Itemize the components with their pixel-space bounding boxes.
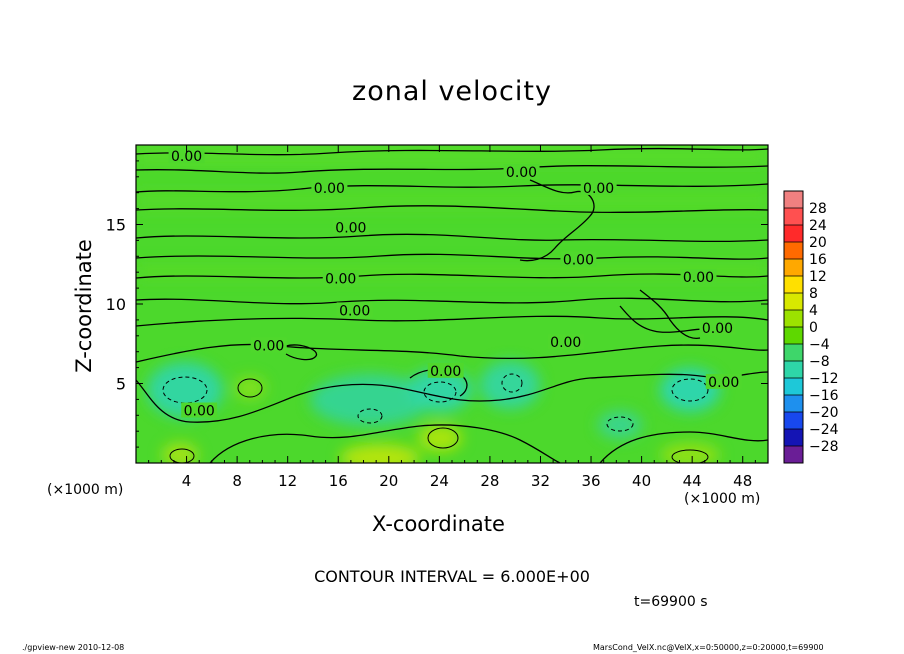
x-tick-label: 20 <box>379 472 398 490</box>
time-stamp: t=69900 s <box>634 594 708 610</box>
field-shading <box>136 148 768 463</box>
contour-label: 0.00 <box>339 303 370 319</box>
contour-lines <box>136 147 768 463</box>
y-tick-label: 10 <box>106 295 126 314</box>
colorbar-swatch <box>784 378 803 396</box>
colorbar-label: 0 <box>809 320 818 336</box>
colorbar-swatch <box>784 225 803 243</box>
colorbar-label: −8 <box>809 354 830 370</box>
colorbar-swatch <box>784 276 803 294</box>
x-tick-label: 8 <box>232 472 242 490</box>
contour-label: 0.00 <box>314 181 345 197</box>
colorbar-swatch <box>784 344 803 362</box>
y-tick-label: 15 <box>106 216 126 235</box>
x-tick-label: 24 <box>430 472 449 490</box>
contour-label-bg <box>580 179 617 195</box>
colorbar-label: −16 <box>809 388 839 404</box>
chart-title: zonal velocity <box>352 76 552 107</box>
colorbar-label: −20 <box>809 405 839 421</box>
positive-contours <box>169 378 709 463</box>
contour-label: 0.00 <box>550 335 581 351</box>
contour-label: 0.00 <box>683 270 714 286</box>
contour-label-bg <box>322 270 359 286</box>
colorbar-swatch <box>784 208 803 226</box>
contour-label: 0.00 <box>702 321 733 337</box>
contour-label-bg <box>699 319 736 335</box>
colorbar-label: 20 <box>809 235 827 251</box>
colorbar-label: 12 <box>809 269 827 285</box>
colorbar-label: 4 <box>809 303 818 319</box>
contour-label-bg <box>427 362 464 378</box>
contour-label: 0.00 <box>171 149 202 165</box>
x-tick-label: 36 <box>581 472 600 490</box>
colorbar-swatch <box>784 310 803 328</box>
contour-label: 0.00 <box>563 252 594 268</box>
x-unit-right: (×1000 m) <box>684 491 761 507</box>
colorbar-swatch <box>784 412 803 430</box>
footer-source: MarsCond_VelX.nc@VelX,x=0:50000,z=0:2000… <box>593 643 824 652</box>
contour-label-bg <box>503 164 540 180</box>
colorbar-label: −12 <box>809 371 839 387</box>
colorbar-label: −28 <box>809 439 839 455</box>
contour-label: 0.00 <box>325 272 356 288</box>
contour-label: 0.00 <box>184 404 215 420</box>
x-tick-label: 40 <box>632 472 651 490</box>
contour-label-bg <box>311 179 348 195</box>
x-tick-label: 16 <box>329 472 348 490</box>
x-axis-label: X-coordinate <box>372 512 505 536</box>
colorbar-swatch <box>784 395 803 413</box>
contour-label: 0.00 <box>506 165 537 181</box>
contour-label-bg <box>168 148 205 164</box>
x-tick-label: 32 <box>531 472 550 490</box>
colorbar-swatch <box>784 191 803 209</box>
contour-label-bg <box>181 402 218 418</box>
contour-label-bg <box>250 337 287 353</box>
footer-program: ./gpview-new 2010-12-08 <box>22 643 125 652</box>
colorbar-swatch <box>784 242 803 260</box>
contour-label-bg <box>560 251 597 267</box>
contour-label-bg <box>705 373 742 389</box>
contour-label: 0.00 <box>708 375 739 391</box>
contour-interval: CONTOUR INTERVAL = 6.000E+00 <box>314 567 590 586</box>
colorbar-swatch <box>784 259 803 277</box>
contour-label-bg <box>547 334 584 350</box>
colorbar-label: 24 <box>809 218 827 234</box>
colorbar-label: −24 <box>809 422 839 438</box>
colorbar-swatch <box>784 327 803 345</box>
colorbar-swatch <box>784 429 803 447</box>
colorbar-swatch <box>784 446 803 464</box>
y-axis-label: Z-coordinate <box>72 239 96 373</box>
contour-label-bg <box>336 302 373 318</box>
negative-contours <box>162 373 709 432</box>
colorbar-swatch <box>784 293 803 311</box>
contour-label: 0.00 <box>253 338 284 354</box>
contour-label-bg <box>332 219 369 235</box>
contour-label-bg <box>680 268 717 284</box>
y-tick-label: 5 <box>116 375 126 394</box>
x-tick-label: 48 <box>733 472 752 490</box>
colorbar-swatch <box>784 361 803 379</box>
colorbar-label: 8 <box>809 286 818 302</box>
x-tick-label: 28 <box>480 472 499 490</box>
contour-label: 0.00 <box>430 364 461 380</box>
colorbar-label: −4 <box>809 337 830 353</box>
contour-label: 0.00 <box>335 221 366 237</box>
contour-labels: 0.00 0.00 0.00 0.00 0.00 0.00 0.00 0.00 0.00 0.00… <box>168 148 742 420</box>
x-tick-label: 4 <box>182 472 192 490</box>
x-unit-left: (×1000 m) <box>47 482 124 498</box>
colorbar-label: 16 <box>809 252 827 268</box>
x-tick-label: 44 <box>683 472 702 490</box>
contour-label: 0.00 <box>583 181 614 197</box>
velocity-field: 0.00 0.00 0.00 0.00 0.00 0.00 0.00 0.00 0.00 0.00… <box>136 145 768 463</box>
x-tick-label: 12 <box>278 472 297 490</box>
colorbar-label: 28 <box>809 201 827 217</box>
